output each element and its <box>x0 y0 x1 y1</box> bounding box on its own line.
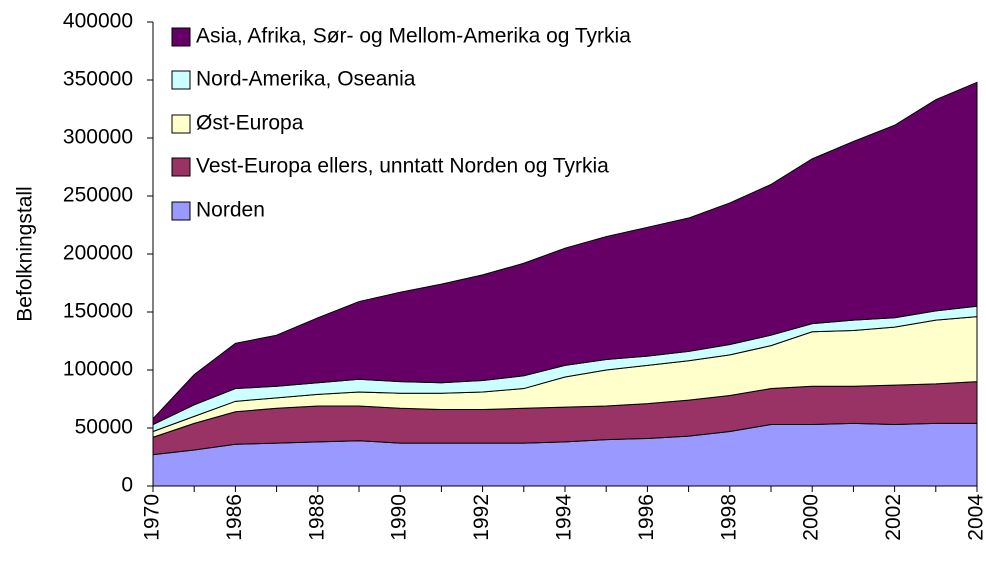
y-tick-label: 250000 <box>63 184 133 207</box>
y-axis-label: Befolkningstall <box>14 186 37 321</box>
legend-swatch <box>171 27 191 47</box>
y-tick-label: 200000 <box>63 242 133 265</box>
legend-label: Vest-Europa ellers, unntatt Norden og Ty… <box>196 155 609 178</box>
x-tick-label: 1990 <box>388 494 411 541</box>
y-tick-label: 400000 <box>63 10 133 33</box>
y-tick-label: 50000 <box>75 416 133 439</box>
x-tick-label: 1996 <box>635 494 658 541</box>
x-tick-label: 1994 <box>553 494 576 541</box>
legend-label: Øst-Europa <box>196 112 304 135</box>
legend-swatch <box>171 114 191 134</box>
x-tick-label: 2004 <box>965 494 986 541</box>
y-tick-label: 300000 <box>63 126 133 149</box>
legend-label: Asia, Afrika, Sør- og Mellom-Amerika og … <box>196 25 631 48</box>
x-tick-label: 1970 <box>141 494 164 541</box>
x-tick-label: 2002 <box>882 494 905 541</box>
y-tick-label: 150000 <box>63 300 133 323</box>
legend-swatch <box>171 70 191 90</box>
legend-label: Norden <box>196 199 265 222</box>
legend-label: Nord-Amerika, Oseania <box>196 68 416 91</box>
x-tick-label: 1986 <box>223 494 246 541</box>
y-tick-label: 350000 <box>63 68 133 91</box>
x-tick-label: 2000 <box>800 494 823 541</box>
y-tick-label: 0 <box>121 474 133 497</box>
area <box>152 81 978 426</box>
legend-swatch <box>171 157 191 177</box>
y-tick-label: 100000 <box>63 358 133 381</box>
x-tick-label: 1992 <box>470 494 493 541</box>
legend-swatch <box>171 201 191 221</box>
x-tick-label: 1988 <box>305 494 328 541</box>
x-tick-label: 1998 <box>717 494 740 541</box>
